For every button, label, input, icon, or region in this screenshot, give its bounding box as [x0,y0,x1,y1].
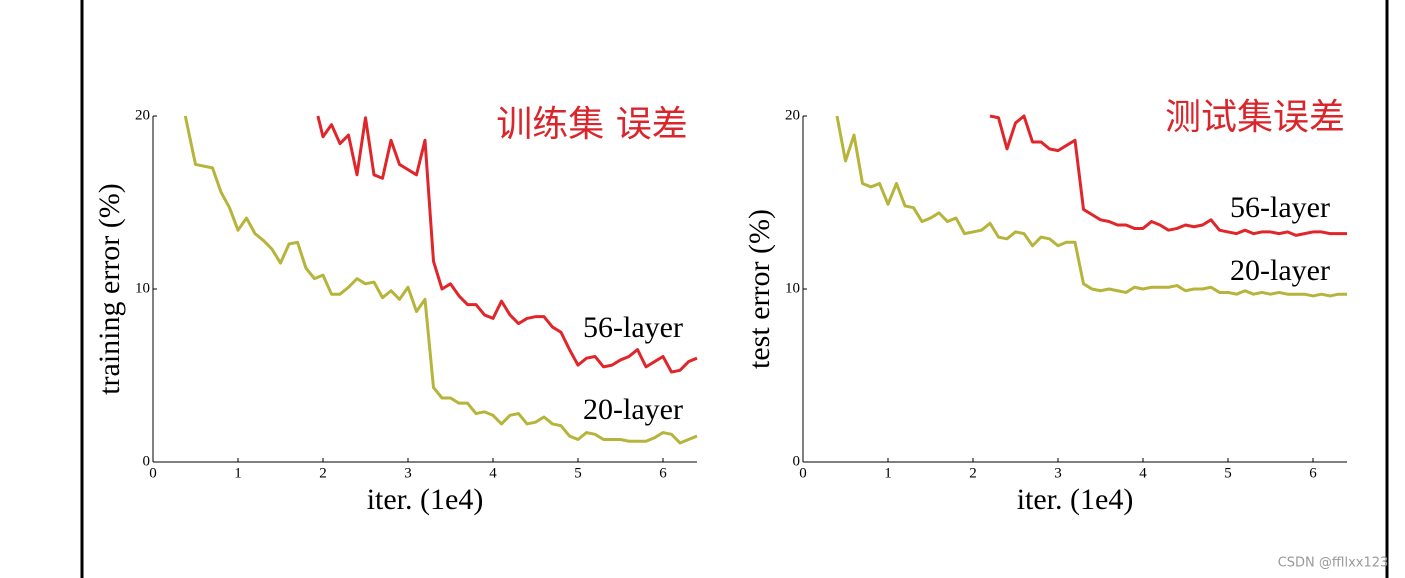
y-tick-label: 20 [785,107,800,123]
y-tick-label: 10 [785,280,800,296]
x-tick-label: 1 [234,465,242,481]
y-tick-label: 0 [143,453,151,469]
y-tick-label: 20 [135,107,150,123]
annotation: 训练集 误差 [496,104,687,145]
x-tick-label: 3 [404,465,412,481]
x-tick-label: 4 [489,465,497,481]
x-tick-label: 6 [659,465,667,481]
series-line [183,115,698,445]
x-tick-label: 6 [1309,465,1317,481]
series-label: 56-layer [583,311,683,344]
y-axis-label: test error (%) [743,209,776,369]
x-tick-label: 5 [1224,465,1232,481]
y-axis-label: training error (%) [93,183,126,395]
watermark: CSDN @ffllxx123 [1278,556,1389,571]
annotation: 测试集误差 [1165,97,1345,138]
x-tick-label: 5 [574,465,582,481]
series-line [316,115,698,374]
x-tick-label: 2 [969,465,977,481]
x-axis-label: iter. (1e4) [1017,483,1134,516]
series-line [989,114,1347,237]
y-tick-label: 10 [135,280,150,296]
y-tick-label: 0 [793,453,801,469]
series-label: 20-layer [1230,254,1330,287]
x-tick-label: 3 [1054,465,1062,481]
x-axis-label: iter. (1e4) [367,483,484,516]
x-tick-label: 4 [1139,465,1147,481]
series-line [835,115,1347,298]
x-tick-label: 0 [149,465,157,481]
series-label: 20-layer [583,393,683,426]
x-tick-label: 0 [799,465,807,481]
series-label: 56-layer [1230,191,1330,224]
x-tick-label: 2 [319,465,327,481]
x-tick-label: 1 [884,465,892,481]
